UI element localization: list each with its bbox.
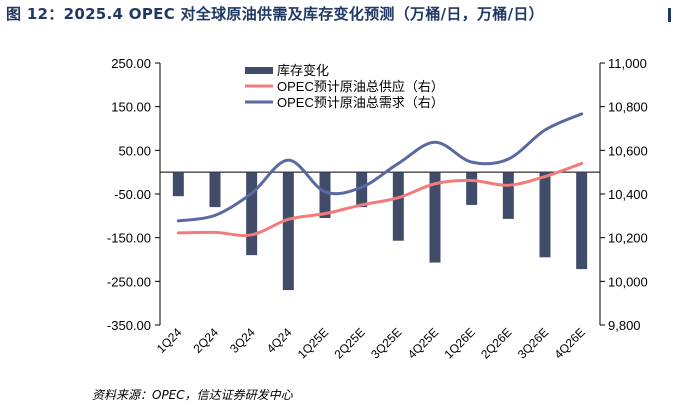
bar-inventory-change xyxy=(576,172,588,270)
bar-inventory-change xyxy=(282,172,294,291)
bar-inventory-change xyxy=(209,172,221,208)
right-axis-tick-label: 10,600 xyxy=(608,143,648,158)
line-opec-supply xyxy=(176,161,584,237)
x-axis-tick-label: 2Q25E xyxy=(331,325,367,361)
left-axis-tick-label: -150.00 xyxy=(107,231,151,246)
bar-inventory-change xyxy=(502,172,514,219)
left-axis-tick-label: 50.00 xyxy=(118,143,151,158)
line-opec-demand xyxy=(176,112,584,223)
x-axis-tick-label: 2Q24 xyxy=(190,325,221,356)
legend-label: 库存变化 xyxy=(277,63,329,78)
lines xyxy=(176,112,584,237)
x-axis-tick-label: 2Q26E xyxy=(478,325,514,361)
right-axis-tick-label: 10,800 xyxy=(608,100,648,115)
x-axis-tick-label: 1Q24 xyxy=(154,325,185,356)
x-axis-tick-label: 4Q26E xyxy=(551,325,587,361)
x-axis-tick-label: 3Q26E xyxy=(515,325,551,361)
right-axis-tick-label: 11,000 xyxy=(608,56,647,71)
bars xyxy=(172,172,588,291)
right-axis-tick-label: 10,400 xyxy=(608,187,648,202)
x-axis-tick-label: 3Q25E xyxy=(368,325,404,361)
x-axis-tick-label: 4Q25E xyxy=(405,325,441,361)
right-axis-tick-label: 10,000 xyxy=(608,274,648,289)
source-note: 资料来源：OPEC，信达证券研发中心 xyxy=(92,388,293,402)
left-axis-tick-label: -50.00 xyxy=(114,187,151,202)
right-axis-tick-label: 9,800 xyxy=(608,318,641,333)
bar-inventory-change xyxy=(539,172,551,258)
bar-inventory-change xyxy=(172,172,184,197)
bar-inventory-change xyxy=(429,172,441,263)
bar-inventory-change xyxy=(466,172,478,205)
bar-inventory-change xyxy=(356,172,368,208)
x-axis-tick-label: 1Q26E xyxy=(441,325,477,361)
x-axis-tick-label: 3Q24 xyxy=(227,325,258,356)
left-axis-tick-label: 150.00 xyxy=(111,100,151,115)
x-axis-tick-label: 1Q25E xyxy=(295,325,331,361)
bar-inventory-change xyxy=(246,172,258,256)
legend-swatch-bar xyxy=(245,67,273,74)
bar-inventory-change xyxy=(392,172,404,241)
legend-label: OPEC预计原油总供应（右） xyxy=(277,79,444,94)
left-axis-tick-label: 250.00 xyxy=(111,56,151,71)
bar-inventory-change xyxy=(319,172,331,219)
left-axis-tick-label: -250.00 xyxy=(107,274,151,289)
chart-title: 图 12：2025.4 OPEC 对全球原油供需及库存变化预测（万桶/日，万桶/… xyxy=(6,5,544,23)
title-mark xyxy=(668,8,671,22)
x-axis-tick-label: 4Q24 xyxy=(264,325,295,356)
right-axis-tick-label: 10,200 xyxy=(608,231,648,246)
legend-label: OPEC预计原油总需求（右） xyxy=(277,95,444,110)
left-axis-tick-label: -350.00 xyxy=(107,318,151,333)
